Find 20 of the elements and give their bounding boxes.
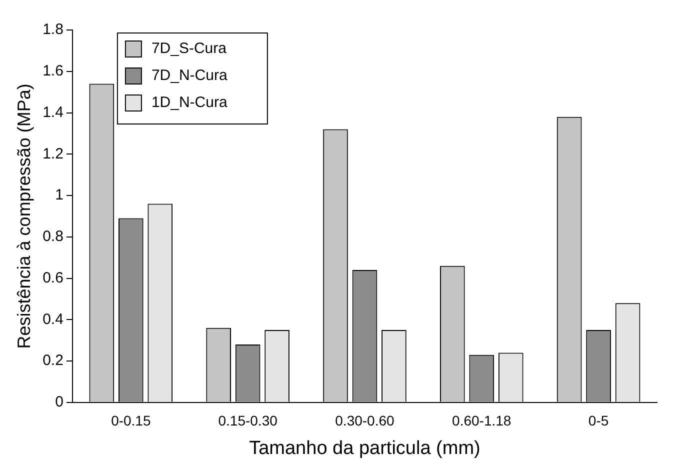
legend-label: 7D_N-Cura [151,67,228,84]
legend-label: 7D_S-Cura [151,40,228,58]
y-tick-label: 1.2 [42,145,64,162]
y-tick-label: 1.4 [42,104,64,121]
y-tick-label: 0.6 [42,269,64,286]
x-tick-label: 0-5 [588,412,609,429]
y-tick-label: 0.2 [42,352,64,370]
x-axis-title: Tamanho da particula (mm) [249,438,480,459]
y-tick-label: 1 [55,186,64,204]
y-tick-label: 0.8 [42,228,64,246]
legend-label: 1D_N-Cura [151,94,228,112]
x-tick-label: 0-0.15 [111,412,151,429]
y-tick-label: 1.8 [42,21,64,38]
y-tick-label: 0 [55,394,64,411]
y-tick-label: 0.4 [42,310,64,328]
x-tick-label: 0.30-0.60 [335,412,395,429]
x-tick-label: 0.15-0.30 [218,412,278,429]
y-tick-label: 1.6 [42,62,64,80]
y-axis-title: Resistência à compressão (MPa) [14,84,34,349]
x-tick-label: 0.60-1.18 [452,412,512,429]
